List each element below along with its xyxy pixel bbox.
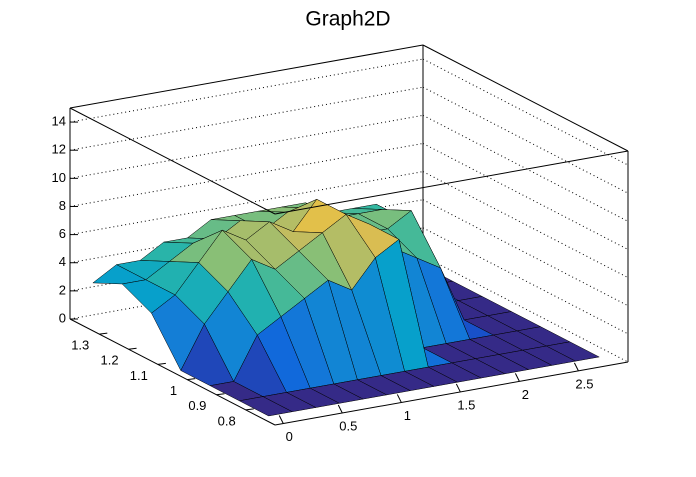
y-tick-label: 1.2: [100, 353, 118, 368]
y-tick: [157, 362, 166, 365]
box-edge: [422, 44, 629, 152]
z-tick-label: 6: [59, 226, 66, 241]
y-tick-label: 0.8: [218, 413, 236, 428]
grid-line: [422, 143, 629, 250]
grid-line: [69, 114, 424, 179]
y-tick: [216, 393, 225, 396]
chart-title: Graph2D: [305, 8, 390, 31]
z-tick-label: 2: [59, 282, 66, 297]
y-tick: [99, 332, 108, 335]
grid-line: [422, 227, 629, 335]
x-tick: [573, 362, 579, 372]
z-tick-label: 4: [59, 254, 66, 269]
box-edge: [274, 150, 629, 215]
x-tick: [514, 373, 520, 382]
z-tick-label: 0: [59, 310, 66, 325]
grid-line: [422, 86, 629, 194]
box-edge: [69, 318, 276, 426]
x-tick: [455, 383, 461, 393]
grid-line: [69, 58, 424, 123]
x-tick-label: 1: [404, 408, 411, 423]
x-tick: [396, 394, 402, 403]
z-tick-label: 12: [52, 142, 66, 157]
z-tick-label: 10: [52, 170, 66, 185]
x-tick: [337, 404, 343, 414]
grid-line: [422, 255, 629, 363]
grid-line: [69, 86, 424, 151]
x-tick-label: 0.5: [339, 418, 357, 433]
box-edge: [274, 361, 629, 426]
x-tick-label: 1.5: [457, 397, 475, 412]
x-tick: [278, 415, 284, 424]
y-tick-label: 1.1: [130, 368, 148, 383]
x-tick-label: 2: [522, 387, 529, 402]
grid-line: [422, 199, 629, 307]
z-tick-label: 14: [52, 114, 66, 129]
box-edge: [69, 44, 424, 109]
box-edge: [69, 107, 276, 215]
grid-line: [422, 114, 629, 222]
x-tick-label: 2.5: [575, 376, 593, 391]
y-tick-label: 1.3: [71, 338, 89, 353]
y-tick: [128, 347, 137, 350]
y-tick-label: 0.9: [188, 398, 206, 413]
y-tick: [187, 378, 196, 381]
x-tick-label: 0: [286, 429, 293, 444]
grid-line: [422, 171, 629, 279]
surface-patch: [238, 396, 294, 417]
grid-line: [422, 58, 629, 166]
y-tick: [245, 408, 254, 411]
y-tick-label: 1: [170, 383, 177, 398]
z-tick-label: 8: [59, 198, 66, 213]
